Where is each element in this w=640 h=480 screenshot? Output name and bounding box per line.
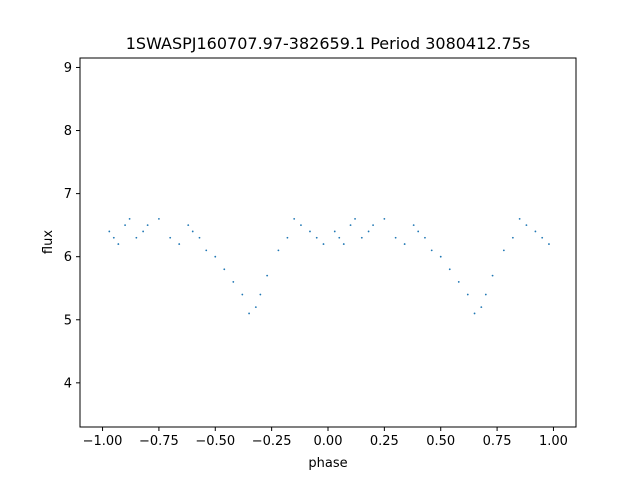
data-point [491, 274, 494, 277]
data-point [293, 217, 296, 220]
data-point [548, 243, 550, 245]
x-tick-label: −0.50 [195, 434, 235, 449]
y-tick-label: 5 [64, 313, 72, 328]
data-point [338, 236, 341, 239]
data-point [367, 230, 370, 233]
y-axis: 4 5 6 7 8 9 [64, 61, 80, 391]
data-point [439, 255, 442, 258]
data-point [502, 249, 505, 252]
data-point [412, 224, 415, 227]
data-point [541, 236, 544, 239]
data-point [484, 293, 487, 296]
data-point [417, 230, 420, 233]
data-point [315, 236, 318, 239]
x-tick-label: 0.25 [370, 434, 399, 449]
y-tick-label: 9 [64, 61, 72, 76]
y-tick-label: 7 [64, 187, 72, 202]
data-point [146, 224, 149, 227]
data-point [424, 236, 426, 239]
data-point [473, 312, 476, 315]
x-tick-label: 0.75 [483, 434, 512, 449]
data-point [128, 217, 131, 220]
data-point [518, 217, 521, 220]
data-point [354, 217, 356, 220]
data-point [142, 230, 145, 233]
x-tick-label: −0.75 [139, 434, 179, 449]
data-point [214, 255, 217, 258]
y-axis-label: flux [41, 230, 56, 254]
scatter-points [108, 217, 550, 315]
data-point [394, 236, 397, 239]
x-tick-label: −1.00 [83, 434, 123, 449]
x-tick-label: 0.00 [314, 434, 343, 449]
data-point [135, 236, 138, 239]
data-point [480, 306, 483, 309]
x-tick-label: 1.00 [539, 434, 568, 449]
data-point [403, 243, 406, 245]
data-point [430, 249, 433, 252]
data-point [117, 243, 120, 245]
data-point [254, 306, 257, 309]
data-point [525, 224, 528, 227]
y-tick-label: 8 [64, 124, 72, 139]
data-point [205, 249, 208, 252]
data-point [124, 224, 126, 227]
data-point [277, 249, 280, 252]
data-point [511, 236, 514, 239]
data-point [466, 293, 469, 296]
data-point [108, 230, 111, 233]
data-point [349, 224, 352, 227]
chart-title: 1SWASPJ160707.97-382659.1 Period 3080412… [126, 34, 531, 53]
data-point [223, 268, 226, 271]
data-point [342, 243, 345, 245]
y-tick-label: 6 [64, 250, 72, 265]
x-axis: −1.00 −0.75 −0.50 −0.25 0.00 0.25 0.50 0.75 1.00 [83, 427, 568, 449]
data-point [248, 312, 250, 315]
data-point [360, 236, 363, 239]
data-point [158, 217, 160, 220]
x-tick-label: 0.50 [426, 434, 455, 449]
plot-frame [79, 57, 577, 428]
data-point [259, 293, 262, 296]
data-point [322, 243, 325, 245]
data-point [333, 230, 336, 233]
y-tick-label: 4 [64, 376, 72, 391]
x-axis-label: phase [308, 456, 347, 471]
data-point [198, 236, 201, 239]
data-point [372, 224, 374, 227]
data-point [169, 236, 172, 239]
data-point [383, 217, 386, 220]
data-point [178, 243, 181, 245]
data-point [448, 268, 451, 271]
x-tick-label: −0.25 [252, 434, 292, 449]
data-point [232, 281, 235, 283]
data-point [112, 236, 115, 239]
data-point [187, 224, 190, 227]
data-point [309, 230, 311, 233]
data-point [300, 224, 302, 227]
data-point [457, 281, 460, 283]
data-point [241, 293, 244, 296]
data-point [286, 236, 289, 239]
data-point [191, 230, 194, 233]
data-point [534, 230, 537, 233]
data-point [266, 274, 269, 277]
